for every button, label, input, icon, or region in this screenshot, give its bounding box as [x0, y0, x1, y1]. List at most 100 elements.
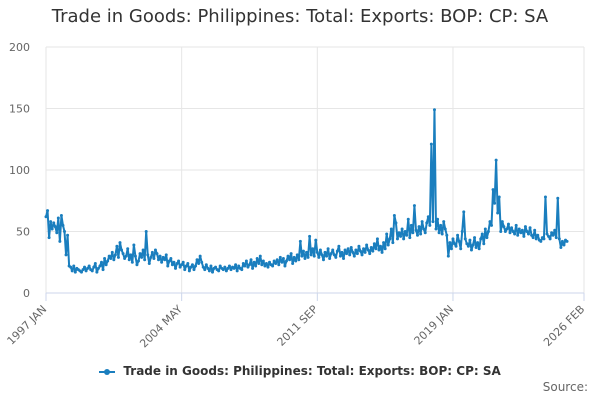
data-point — [485, 236, 489, 240]
data-point — [234, 263, 238, 267]
data-point — [476, 241, 480, 245]
data-point — [210, 270, 214, 274]
legend[interactable]: Trade in Goods: Philippines: Total: Expo… — [0, 364, 600, 378]
data-point — [138, 252, 142, 256]
data-point — [553, 228, 557, 232]
data-point — [195, 258, 199, 262]
data-point — [237, 264, 241, 268]
data-point — [559, 245, 563, 249]
data-point — [204, 263, 208, 267]
y-tick-label: 150 — [9, 103, 30, 116]
data-point — [380, 250, 384, 254]
data-point — [530, 233, 534, 237]
data-point — [95, 270, 99, 274]
data-point — [283, 264, 287, 268]
data-point — [164, 253, 168, 257]
data-point — [457, 239, 461, 243]
data-point — [223, 265, 227, 269]
data-point — [511, 230, 515, 233]
data-point — [389, 227, 393, 231]
data-point — [417, 225, 421, 229]
data-point — [140, 255, 144, 259]
data-point — [116, 255, 120, 259]
data-point — [479, 237, 483, 241]
data-point — [284, 259, 288, 263]
data-point — [227, 264, 231, 268]
data-point — [403, 230, 407, 233]
y-tick-label: 100 — [9, 164, 30, 177]
data-point — [173, 266, 177, 270]
data-point — [527, 232, 530, 236]
data-point — [502, 225, 506, 229]
data-point — [434, 227, 438, 231]
data-point — [525, 230, 529, 233]
data-point — [246, 265, 250, 269]
data-point — [157, 258, 161, 262]
data-point — [534, 237, 538, 241]
data-point — [497, 195, 501, 199]
data-point — [221, 268, 225, 272]
data-point — [491, 188, 495, 192]
data-point — [363, 250, 367, 254]
data-point — [406, 217, 410, 221]
data-point — [446, 254, 450, 258]
data-point — [175, 261, 179, 265]
data-point — [166, 264, 170, 268]
data-point — [414, 228, 418, 232]
data-point — [354, 248, 358, 252]
data-point — [206, 266, 210, 270]
data-point — [323, 250, 327, 254]
data-point — [422, 227, 426, 231]
data-point — [218, 264, 222, 268]
data-point — [172, 260, 176, 264]
data-point — [66, 233, 70, 237]
data-point — [280, 260, 284, 264]
data-point — [448, 241, 452, 245]
data-point — [548, 237, 552, 241]
data-point — [249, 258, 253, 262]
series-layer — [44, 108, 569, 274]
data-point — [496, 211, 500, 215]
data-point — [260, 263, 264, 267]
x-axis: 1997 JAN 2004 MAY 2011 SEP 2019 JAN 2026 FEB — [5, 292, 587, 350]
data-point — [514, 223, 518, 227]
data-point — [100, 260, 103, 264]
data-point — [397, 231, 401, 235]
data-point — [163, 258, 167, 262]
data-point — [107, 254, 111, 258]
data-point — [337, 244, 341, 248]
data-point — [412, 204, 416, 208]
data-point — [420, 220, 424, 224]
data-point — [468, 238, 472, 242]
data-point — [372, 242, 376, 246]
data-point — [348, 253, 352, 257]
data-point — [192, 268, 196, 272]
data-point — [456, 233, 460, 237]
data-point — [399, 234, 403, 238]
data-point — [531, 236, 535, 240]
data-point — [351, 250, 355, 254]
data-point — [61, 223, 65, 227]
data-point — [358, 249, 362, 253]
data-point — [291, 261, 295, 265]
data-point — [317, 255, 321, 259]
data-point — [318, 248, 322, 252]
data-point — [292, 255, 296, 259]
data-point — [53, 225, 57, 229]
data-point — [377, 248, 381, 252]
data-point — [112, 258, 116, 262]
data-point — [180, 263, 184, 267]
data-point — [473, 236, 477, 240]
data-point — [454, 244, 458, 248]
data-point — [258, 254, 262, 258]
data-point — [523, 225, 527, 229]
data-point — [431, 220, 435, 224]
data-point — [309, 253, 313, 257]
data-point — [486, 230, 490, 233]
source-label: Source: — [542, 380, 588, 394]
data-point — [101, 268, 105, 272]
data-point — [189, 265, 193, 269]
data-point — [443, 227, 447, 231]
data-point — [197, 261, 201, 265]
